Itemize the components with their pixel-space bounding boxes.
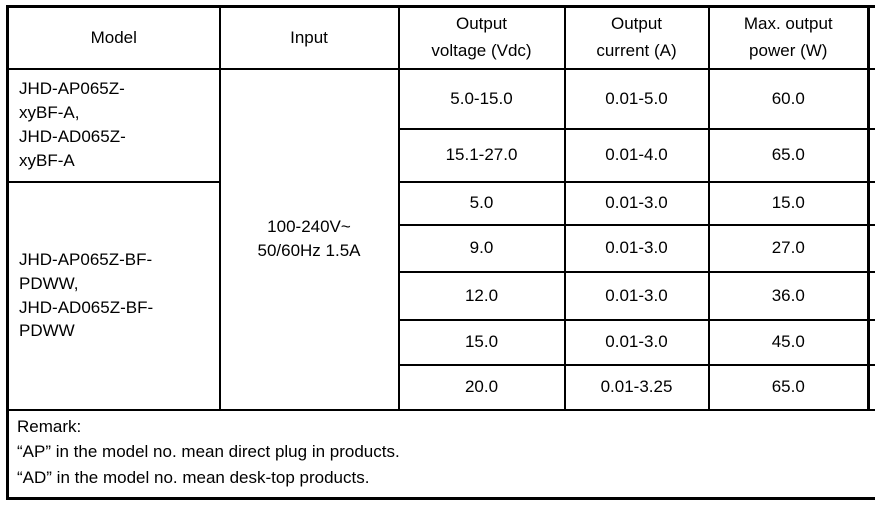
remark-row: Remark: “AP” in the model no. mean direc… [6,408,875,500]
clipped-edge-cell [867,318,875,366]
table-row: 15.0 0.01-3.0 45.0 [8,318,875,366]
table-row: 20.0 0.01-3.25 65.0 [8,363,875,411]
clipped-edge-cell [867,363,875,411]
power-spec-table: Model Input Output voltage (Vdc) Output … [6,5,875,500]
remark-cell: Remark: “AP” in the model no. mean direc… [6,408,875,500]
voltage-cell: 20.0 [397,363,566,411]
power-cell: 65.0 [707,127,870,183]
table-row: 12.0 0.01-3.0 36.0 [8,270,875,321]
input-cell: 100-240V~ 50/60Hz 1.5A [218,67,400,411]
power-cell: 65.0 [707,363,870,411]
clipped-edge-cell [867,180,875,226]
col-header-max-output-power: Max. output power (W) [707,5,870,70]
power-cell: 27.0 [707,223,870,273]
col-header-output-voltage: Output voltage (Vdc) [397,5,566,70]
current-cell: 0.01-5.0 [563,67,710,130]
clipped-edge-cell [867,270,875,321]
clipped-edge-cell [867,5,875,70]
voltage-cell: 12.0 [397,270,566,321]
clipped-edge-cell [867,223,875,273]
current-cell: 0.01-3.0 [563,318,710,366]
current-cell: 0.01-4.0 [563,127,710,183]
table-row: 15.1-27.0 0.01-4.0 65.0 [8,127,875,183]
col-header-output-current: Output current (A) [563,5,710,70]
voltage-cell: 5.0 [397,180,566,226]
col-header-input: Input [218,5,400,70]
power-cell: 60.0 [707,67,870,130]
model-cell-group-1: JHD-AP065Z- xyBF-A, JHD-AD065Z- xyBF-A [6,67,221,183]
current-cell: 0.01-3.0 [563,180,710,226]
model-cell-group-2: JHD-AP065Z-BF- PDWW, JHD-AD065Z-BF- PDWW [6,180,221,411]
table-row: JHD-AP065Z- xyBF-A, JHD-AD065Z- xyBF-A 1… [6,67,875,411]
voltage-cell: 5.0-15.0 [397,67,566,130]
col-header-model: Model [6,5,221,70]
table-row: 9.0 0.01-3.0 27.0 [8,223,875,273]
current-cell: 0.01-3.0 [563,270,710,321]
clipped-edge-cell [867,127,875,183]
voltage-cell: 15.1-27.0 [397,127,566,183]
table-row: JHD-AP065Z-BF- PDWW, JHD-AD065Z-BF- PDWW… [6,180,875,411]
power-cell: 45.0 [707,318,870,366]
power-cell: 15.0 [707,180,870,226]
voltage-cell: 15.0 [397,318,566,366]
power-cell: 36.0 [707,270,870,321]
current-cell: 0.01-3.0 [563,223,710,273]
voltage-cell: 9.0 [397,223,566,273]
current-cell: 0.01-3.25 [563,363,710,411]
clipped-edge-cell [867,67,875,130]
table-header-row: Model Input Output voltage (Vdc) Output … [6,5,875,70]
